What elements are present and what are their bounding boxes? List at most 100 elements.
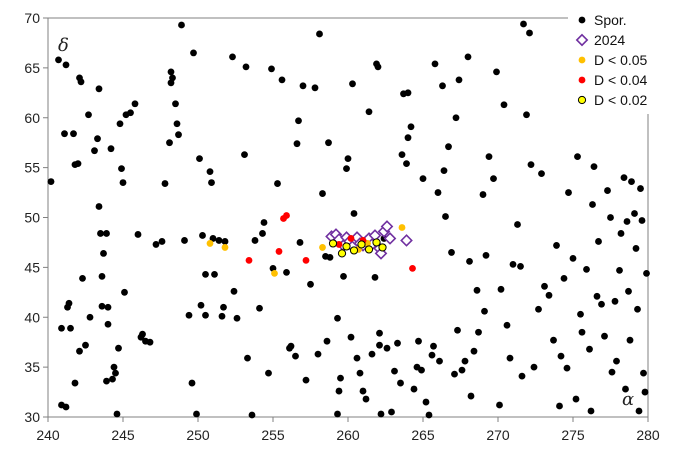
data-point (307, 280, 314, 288)
data-point (527, 161, 535, 169)
legend-label: 2024 (594, 32, 625, 48)
data-point (482, 252, 490, 259)
data-point (248, 411, 256, 419)
data-point (371, 273, 379, 281)
data-point (485, 153, 493, 161)
legend-label: Spor. (594, 12, 627, 28)
data-point (439, 82, 446, 90)
data-point (110, 363, 118, 371)
data-point (221, 244, 229, 251)
data-point (563, 364, 571, 372)
y-tick-label: 55 (24, 160, 40, 176)
data-point (407, 123, 415, 131)
data-point (428, 351, 436, 359)
data-point (328, 239, 338, 248)
data-point (71, 379, 79, 387)
data-point (356, 369, 364, 377)
data-point (121, 288, 128, 296)
data-point (131, 100, 139, 108)
data-point (481, 307, 488, 315)
data-point (342, 242, 351, 251)
data-point (233, 314, 241, 322)
data-point (230, 287, 238, 295)
data-point (221, 238, 229, 245)
data-point (362, 395, 370, 403)
y-tick-label: 65 (24, 60, 40, 76)
data-point (127, 109, 134, 117)
data-point (400, 234, 413, 247)
data-point (103, 377, 110, 385)
data-point (506, 354, 514, 362)
data-point (347, 235, 355, 242)
data-point (350, 210, 358, 217)
data-point (161, 180, 169, 187)
data-point (490, 175, 497, 182)
x-tick-label: 270 (486, 427, 510, 443)
data-point (530, 363, 538, 371)
data-point (211, 270, 218, 278)
data-point (344, 155, 352, 163)
data-point (197, 301, 205, 309)
series-4-points (328, 238, 387, 258)
data-point (287, 342, 295, 350)
data-point (218, 312, 226, 320)
data-point (383, 344, 391, 352)
data-point (271, 269, 278, 277)
data-point (613, 357, 620, 365)
data-point (517, 262, 524, 270)
legend-marker (578, 16, 586, 24)
data-point (95, 203, 103, 210)
data-point (593, 292, 601, 300)
data-point (319, 190, 326, 197)
data-point (556, 402, 563, 410)
data-point (215, 237, 223, 244)
data-point (146, 338, 154, 346)
data-point (368, 350, 376, 358)
data-point (357, 240, 366, 249)
axis-ticks: 240 245 250 255 260 265 270 275 280 30 35 40 45 50 55 6… (24, 10, 659, 443)
data-point (265, 369, 272, 377)
data-point (98, 302, 106, 310)
data-point (169, 74, 176, 82)
data-point (158, 238, 166, 245)
data-point (404, 89, 412, 97)
data-point (601, 332, 608, 340)
data-point (452, 114, 460, 122)
data-point (335, 387, 343, 395)
data-point (598, 300, 605, 308)
data-point (206, 168, 214, 176)
data-point (274, 180, 281, 187)
data-point (641, 388, 649, 396)
data-point (334, 314, 341, 322)
data-point (520, 20, 527, 28)
data-point (378, 243, 387, 252)
data-point (209, 235, 217, 242)
data-point (326, 254, 334, 261)
data-point (464, 53, 472, 61)
data-point (410, 385, 418, 393)
data-point (104, 303, 112, 311)
data-point (403, 160, 410, 168)
data-point (76, 347, 83, 355)
data-point (173, 120, 181, 128)
data-point (631, 210, 638, 217)
data-point (82, 341, 89, 349)
data-point (466, 257, 473, 265)
data-point (518, 372, 526, 380)
data-point (337, 249, 347, 258)
data-point (617, 230, 625, 237)
data-point (283, 212, 290, 219)
data-point (394, 339, 401, 347)
data-point (475, 328, 482, 336)
data-point (595, 238, 602, 245)
data-point (188, 379, 196, 387)
data-point (347, 333, 355, 341)
data-point (172, 100, 179, 108)
data-point (616, 266, 623, 274)
data-point (635, 407, 643, 415)
data-point (259, 230, 266, 237)
legend-label: D < 0.02 (594, 92, 648, 108)
data-point (583, 265, 590, 273)
data-point (229, 53, 236, 61)
y-axis-label: δ (58, 35, 69, 56)
